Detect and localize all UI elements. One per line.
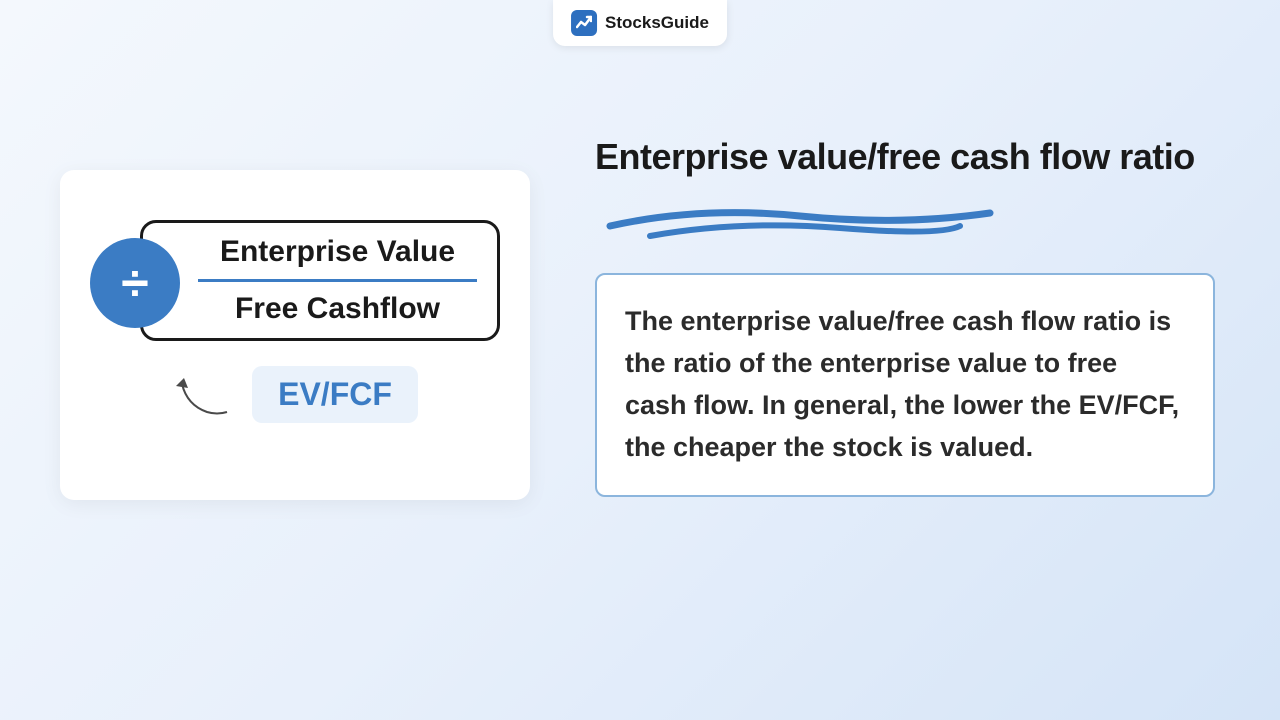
divide-icon: ÷ — [90, 238, 180, 328]
brand-chart-icon — [571, 10, 597, 36]
fraction-line — [198, 279, 477, 282]
page-title: Enterprise value/free cash flow ratio — [595, 135, 1215, 178]
brand-name: StocksGuide — [605, 13, 709, 33]
description-box: The enterprise value/free cash flow rati… — [595, 273, 1215, 496]
fraction: Enterprise Value Free Cashflow — [140, 220, 500, 341]
underline-swoosh-icon — [600, 198, 1000, 243]
formula-box: ÷ Enterprise Value Free Cashflow — [140, 220, 500, 341]
abbrev-pill: EV/FCF — [252, 366, 418, 423]
numerator: Enterprise Value — [198, 235, 477, 275]
brand-badge: StocksGuide — [553, 0, 727, 46]
formula-card: ÷ Enterprise Value Free Cashflow EV/FCF — [60, 170, 530, 500]
denominator: Free Cashflow — [198, 286, 477, 326]
abbrev-row: EV/FCF — [90, 366, 500, 423]
content-column: Enterprise value/free cash flow ratio Th… — [595, 135, 1215, 497]
curvy-arrow-icon — [172, 370, 232, 420]
